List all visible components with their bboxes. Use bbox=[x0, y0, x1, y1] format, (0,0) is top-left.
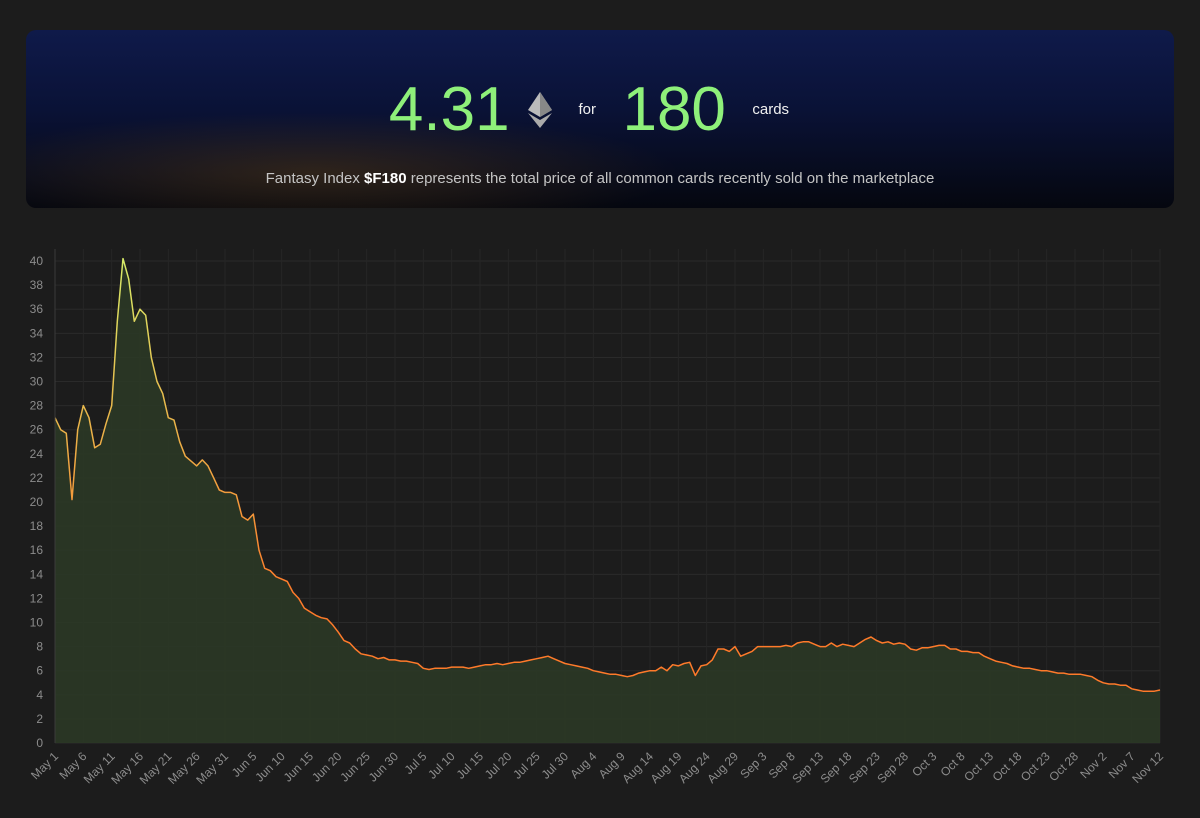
y-tick-label: 14 bbox=[30, 567, 44, 581]
card-count: 180 bbox=[622, 75, 726, 144]
x-tick-label: Oct 28 bbox=[1046, 749, 1081, 784]
description-prefix: Fantasy Index bbox=[265, 170, 365, 187]
x-tick-label: Aug 29 bbox=[704, 749, 741, 786]
y-tick-label: 30 bbox=[30, 375, 44, 389]
x-tick-label: Jul 15 bbox=[454, 749, 487, 782]
description: Fantasy Index $F180 represents the total… bbox=[26, 170, 1174, 187]
unit-label: cards bbox=[752, 101, 790, 118]
x-tick-label: Sep 28 bbox=[874, 749, 911, 786]
y-tick-label: 12 bbox=[30, 591, 44, 605]
y-tick-label: 36 bbox=[30, 302, 44, 316]
y-tick-label: 8 bbox=[36, 640, 43, 654]
y-tick-label: 26 bbox=[30, 423, 44, 437]
x-tick-label: Jun 10 bbox=[252, 749, 288, 785]
ticker: $F180 bbox=[364, 170, 407, 187]
area-fill bbox=[55, 258, 1160, 743]
x-tick-label: Jul 10 bbox=[425, 749, 458, 782]
y-tick-label: 2 bbox=[36, 712, 43, 726]
x-tick-label: Jun 15 bbox=[281, 749, 317, 785]
x-tick-label: Nov 12 bbox=[1129, 749, 1166, 786]
x-tick-label: Jul 30 bbox=[539, 749, 572, 782]
x-tick-label: Jul 20 bbox=[482, 749, 515, 782]
x-tick-label: Aug 4 bbox=[567, 749, 599, 781]
y-tick-label: 4 bbox=[36, 688, 43, 702]
eth-icon bbox=[528, 91, 553, 128]
y-tick-label: 34 bbox=[30, 326, 44, 340]
y-tick-label: 18 bbox=[30, 519, 44, 533]
x-tick-label: Oct 23 bbox=[1018, 749, 1053, 784]
y-tick-label: 6 bbox=[36, 664, 43, 678]
price: 4.31 bbox=[388, 75, 510, 144]
description-suffix: represents the total price of all common… bbox=[406, 170, 935, 187]
y-tick-label: 16 bbox=[30, 543, 44, 557]
y-tick-label: 22 bbox=[30, 471, 44, 485]
x-tick-label: Oct 3 bbox=[909, 749, 939, 779]
x-tick-label: May 1 bbox=[28, 749, 61, 782]
y-tick-label: 20 bbox=[30, 495, 44, 509]
chart: 0246810121416182022242628303234363840May… bbox=[28, 249, 1166, 787]
y-tick-label: 28 bbox=[30, 399, 44, 413]
x-tick-label: Jun 30 bbox=[366, 749, 402, 785]
line bbox=[54, 257, 1161, 692]
headline: 4.31 for 180 cards bbox=[26, 74, 1174, 145]
y-tick-label: 32 bbox=[30, 350, 44, 364]
x-tick-label: Oct 18 bbox=[990, 749, 1025, 784]
x-tick-label: Nov 2 bbox=[1077, 749, 1109, 781]
x-tick-label: Oct 13 bbox=[961, 749, 996, 784]
x-tick-label: Jul 25 bbox=[510, 749, 543, 782]
x-tick-label: Jun 20 bbox=[309, 749, 345, 785]
index-banner: 4.31 for 180 cards Fantasy Index $F180 r… bbox=[26, 30, 1174, 208]
x-tick-label: Sep 3 bbox=[737, 749, 769, 781]
y-tick-label: 38 bbox=[30, 278, 44, 292]
x-tick-label: May 31 bbox=[193, 749, 231, 787]
y-tick-label: 0 bbox=[36, 736, 43, 750]
x-tick-label: Jun 25 bbox=[337, 749, 373, 785]
y-tick-label: 40 bbox=[30, 254, 44, 268]
y-tick-label: 10 bbox=[30, 616, 44, 630]
y-tick-label: 24 bbox=[30, 447, 44, 461]
for-label: for bbox=[578, 101, 597, 118]
